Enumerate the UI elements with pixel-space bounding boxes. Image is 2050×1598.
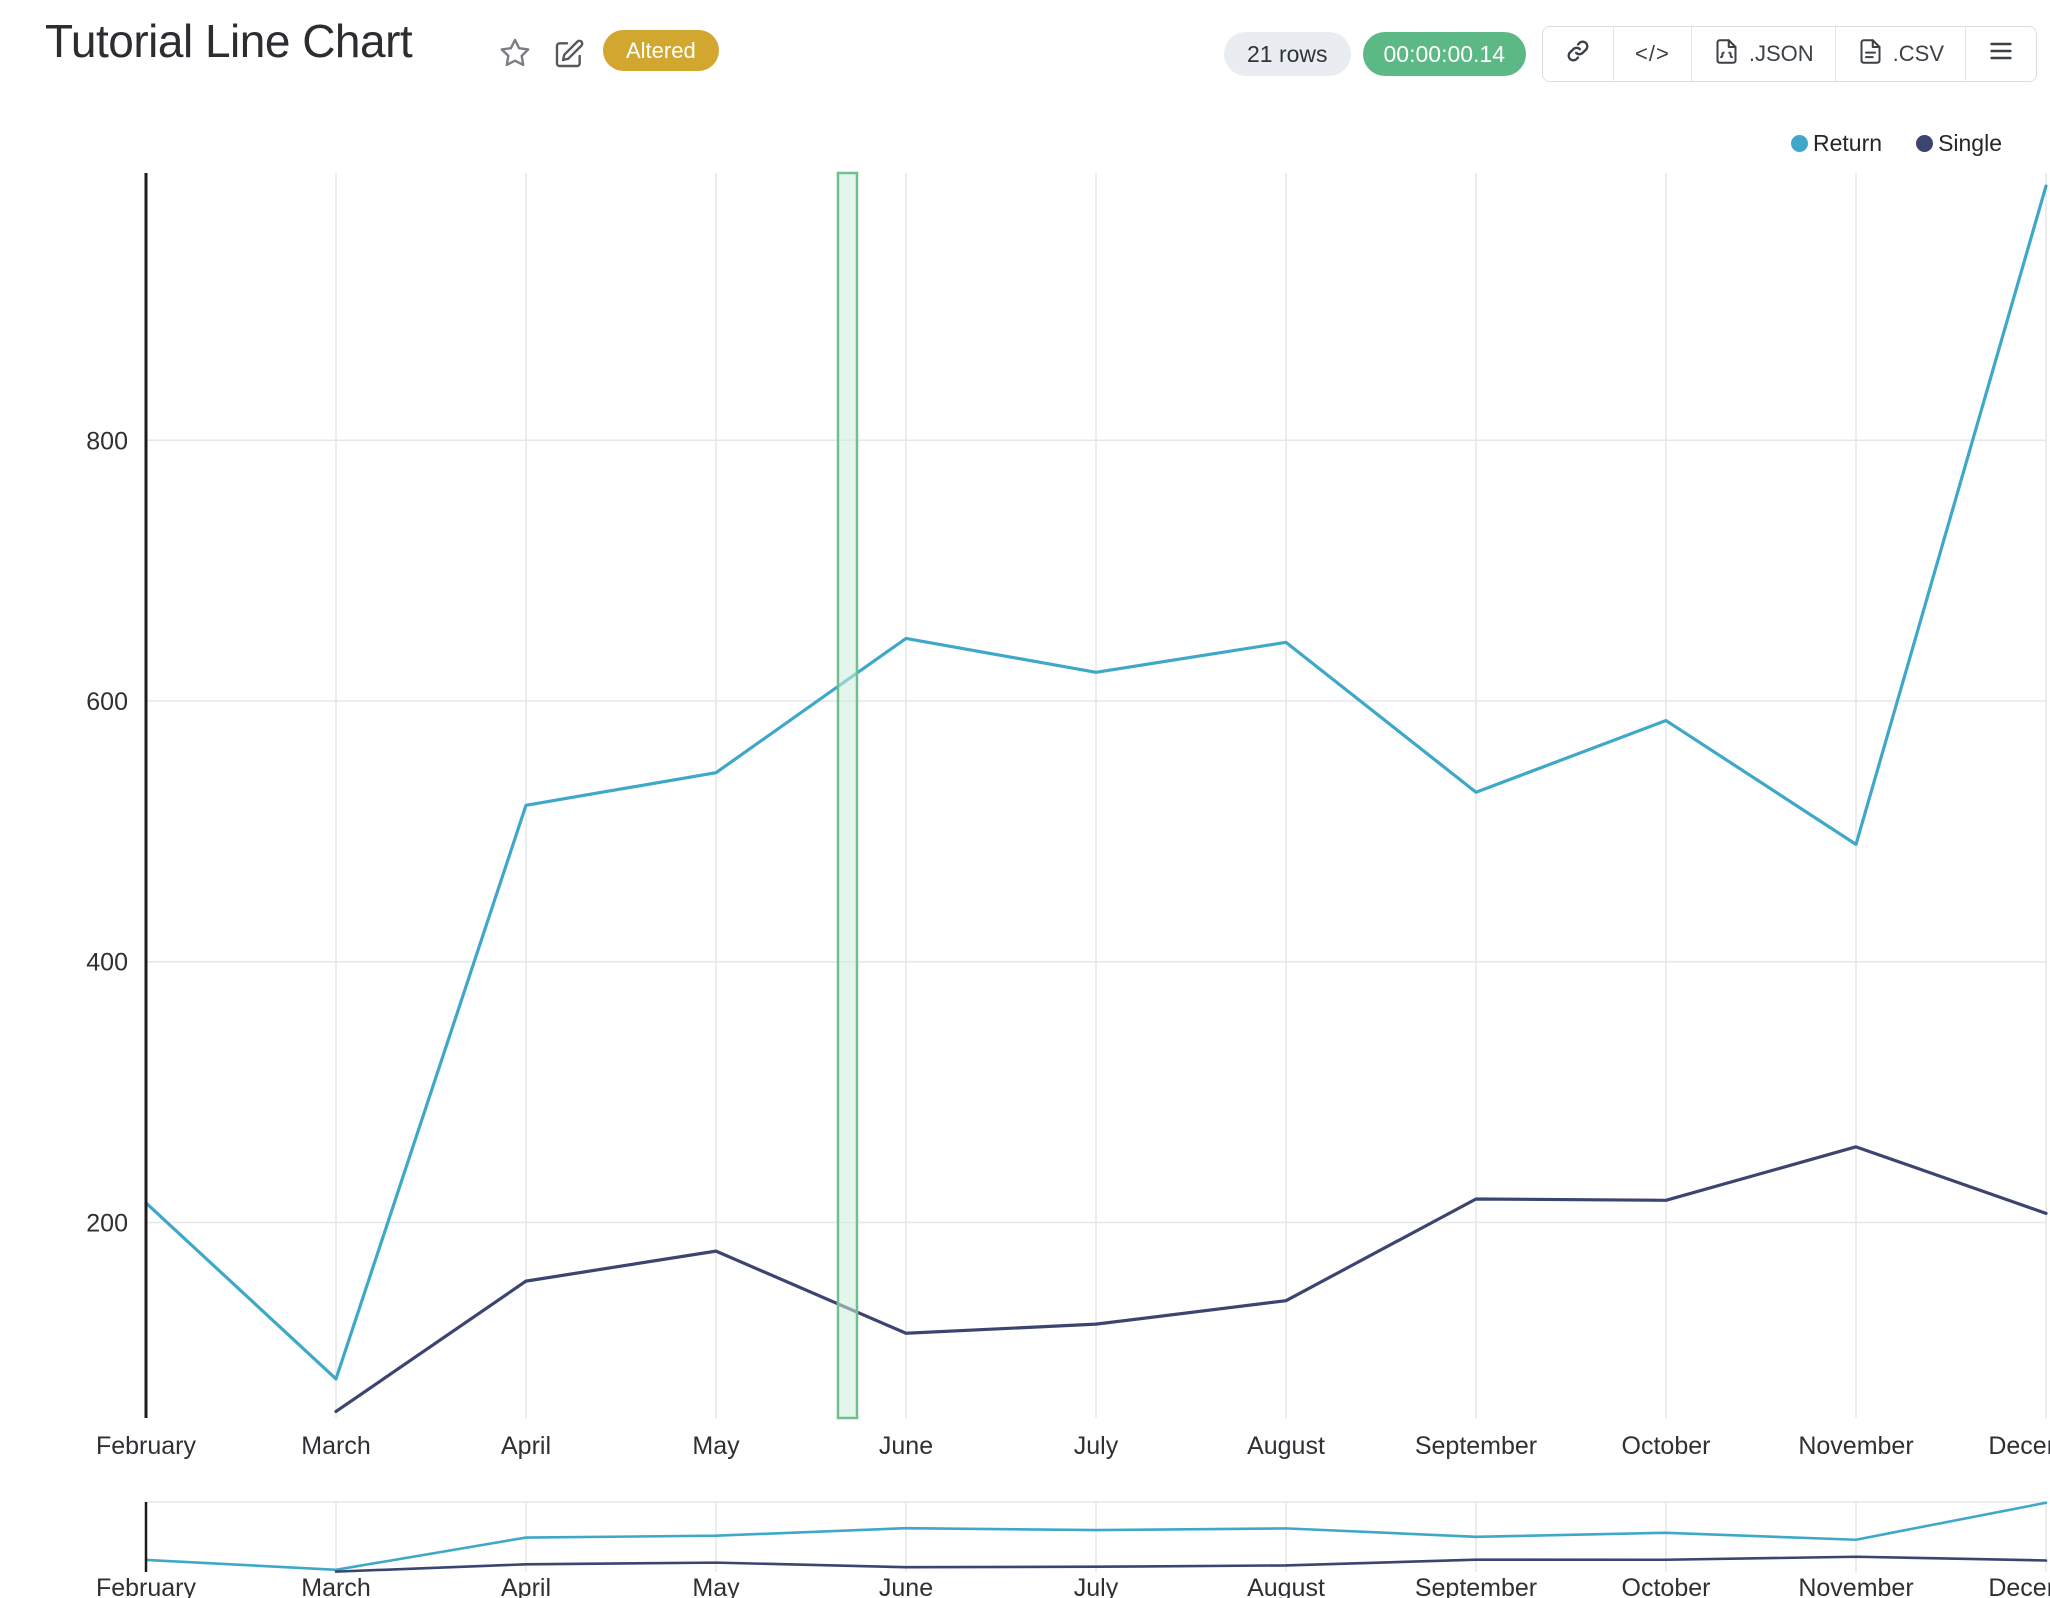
code-icon: </> — [1635, 41, 1670, 66]
x-tick-label: November — [1798, 1574, 1913, 1598]
x-tick-label: December — [1988, 1574, 2050, 1598]
export-csv-button[interactable]: .CSV — [1834, 27, 1965, 81]
legend-item-single[interactable]: Single — [1916, 130, 2002, 157]
y-tick-label: 200 — [86, 1209, 128, 1237]
view-code-button[interactable]: </> — [1613, 27, 1691, 81]
series-line-return — [144, 1501, 2048, 1572]
legend-dot-single — [1916, 135, 1934, 152]
series-line-single — [334, 1555, 2048, 1573]
series-line-single — [334, 1145, 2048, 1414]
x-tick-label: October — [1622, 1432, 1711, 1460]
x-tick-label: February — [96, 1432, 197, 1460]
x-tick-label: February — [96, 1574, 197, 1598]
export-button-group: </> .JSON .CSV — [1542, 26, 2037, 82]
x-tick-label: September — [1415, 1432, 1537, 1460]
main-line-chart[interactable]: 200 400 600 800 February March April May June Jul… — [0, 166, 2050, 1466]
edit-button[interactable] — [553, 38, 585, 70]
x-tick-label: August — [1247, 1432, 1325, 1460]
legend-label-single: Single — [1938, 130, 2002, 156]
row-count-badge: 21 rows — [1223, 32, 1351, 76]
export-json-button[interactable]: .JSON — [1690, 27, 1835, 81]
x-tick-label: November — [1798, 1432, 1913, 1460]
x-tick-label: June — [879, 1432, 933, 1460]
menu-button[interactable] — [1965, 27, 2036, 81]
legend-label-return: Return — [1813, 130, 1883, 156]
legend-dot-return — [1791, 135, 1809, 152]
x-tick-label: July — [1074, 1432, 1119, 1460]
x-tick-label: July — [1074, 1574, 1119, 1598]
x-tick-label: October — [1622, 1574, 1711, 1598]
minimap-range-chart[interactable]: February March April May June July August Septe… — [0, 1476, 2050, 1598]
query-time-badge: 00:00:00.14 — [1362, 32, 1527, 76]
json-file-icon — [1713, 38, 1740, 71]
x-tick-label: June — [879, 1574, 933, 1598]
x-tick-label: April — [501, 1574, 551, 1598]
x-tick-label: September — [1415, 1574, 1537, 1598]
star-icon — [498, 38, 532, 73]
series-line-return — [144, 184, 2048, 1381]
x-tick-label: March — [301, 1432, 370, 1460]
csv-file-icon — [1857, 38, 1884, 71]
x-tick-label: August — [1247, 1574, 1325, 1598]
y-tick-label: 400 — [86, 949, 128, 977]
x-tick-label: May — [692, 1432, 740, 1460]
edit-icon — [553, 39, 585, 73]
altered-badge: Altered — [603, 30, 719, 71]
x-tick-label: April — [501, 1432, 551, 1460]
x-tick-label: March — [301, 1574, 370, 1598]
chart-legend: Return Single — [1791, 130, 2002, 157]
favorite-button[interactable] — [498, 36, 532, 70]
header-toolbar: 21 rows 00:00:00.14 </> .JSON . — [1223, 26, 2037, 82]
link-icon — [1564, 37, 1592, 71]
highlight-band[interactable] — [836, 171, 859, 1420]
y-tick-label: 800 — [86, 427, 128, 455]
legend-item-return[interactable]: Return — [1791, 130, 1882, 157]
share-link-button[interactable] — [1543, 27, 1614, 81]
x-tick-label: May — [692, 1574, 740, 1598]
page-title: Tutorial Line Chart — [45, 15, 413, 67]
hamburger-menu-icon — [1987, 37, 2015, 71]
x-tick-label: December — [1988, 1432, 2050, 1460]
export-json-label: .JSON — [1748, 41, 1814, 66]
y-tick-label: 600 — [86, 688, 128, 716]
export-csv-label: .CSV — [1892, 41, 1944, 66]
